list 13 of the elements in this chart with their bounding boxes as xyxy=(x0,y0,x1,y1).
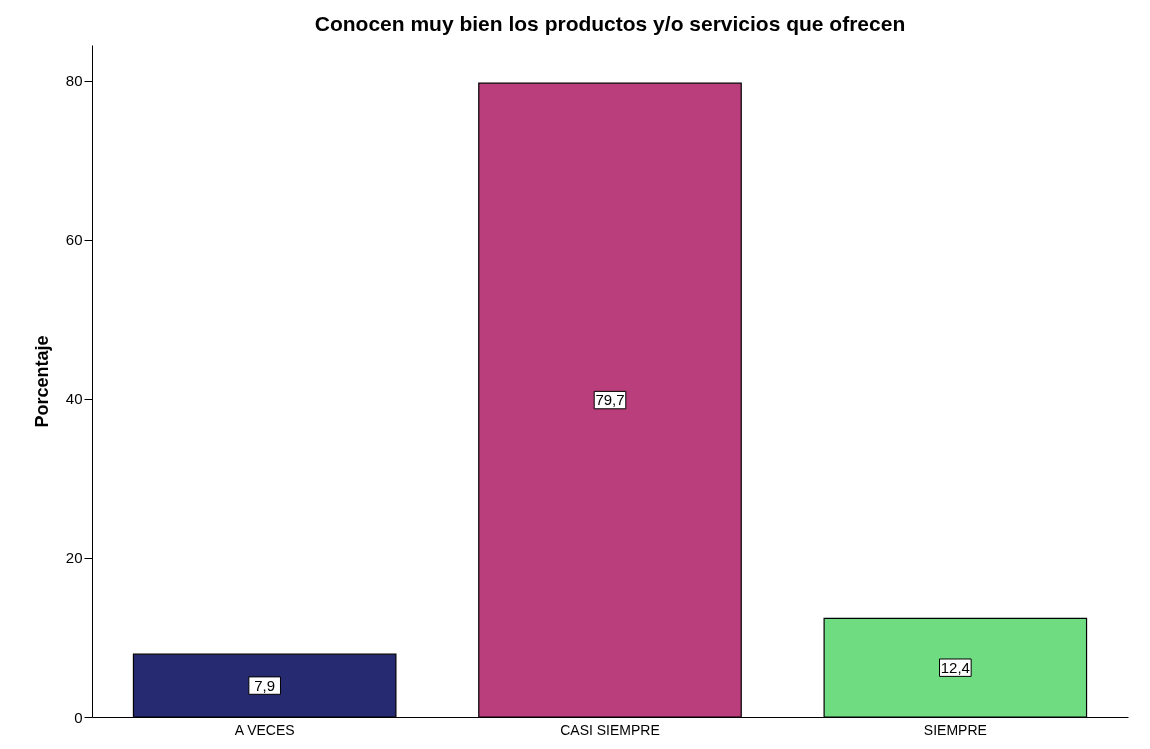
x-tick-label: CASI SIEMPRE xyxy=(560,721,660,738)
data-label: 7,9 xyxy=(254,676,276,694)
y-axis-title: Porcentaje xyxy=(31,335,52,428)
y-tick-label: 0 xyxy=(74,708,83,726)
y-tick-label: 40 xyxy=(65,390,83,408)
y-tick-label: 80 xyxy=(65,72,83,90)
data-label: 79,7 xyxy=(595,391,625,409)
chart-title: Conocen muy bien los productos y/o servicios que ofrecen xyxy=(314,12,906,35)
data-label: 12,4 xyxy=(940,658,970,676)
y-tick-label: 60 xyxy=(65,231,83,249)
x-tick-label: A VECES xyxy=(234,721,295,738)
x-tick-label: SIEMPRE xyxy=(923,721,987,738)
y-tick-label: 20 xyxy=(65,549,83,567)
